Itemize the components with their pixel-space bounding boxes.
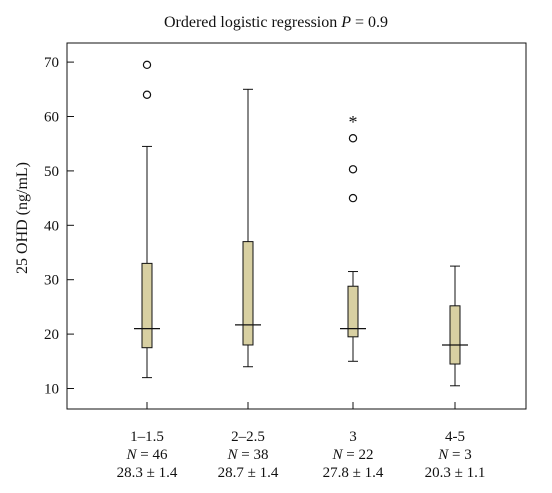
x-category-stat: 28.3 ± 1.4 — [117, 465, 178, 481]
y-tick-label: 70 — [44, 55, 59, 71]
x-category-label: 1–1.5 — [130, 429, 164, 445]
outlier-marker — [348, 165, 358, 174]
iqr-box — [449, 305, 461, 365]
x-category-label: 3 — [349, 429, 357, 445]
x-category-count: N = 38 — [227, 447, 269, 463]
x-category-count: N = 22 — [332, 447, 374, 463]
count-value: = 46 — [137, 447, 168, 463]
box-series: * — [134, 60, 468, 387]
y-tick-label: 10 — [44, 382, 59, 398]
x-category-label: 2–2.5 — [231, 429, 265, 445]
chart-title-p: P — [340, 14, 351, 31]
box-group: * — [340, 112, 366, 362]
x-category-label: 4-5 — [445, 429, 465, 445]
outlier-marker — [142, 60, 152, 70]
count-value: = 38 — [238, 447, 269, 463]
box-group — [235, 88, 261, 368]
iqr-box — [347, 285, 359, 338]
count-value: = 22 — [343, 447, 374, 463]
count-symbol: N — [332, 447, 344, 463]
count-symbol: N — [126, 447, 138, 463]
box-group — [442, 265, 468, 387]
outlier-marker — [348, 134, 358, 143]
extreme-outlier-marker: * — [349, 112, 358, 132]
outlier-marker — [142, 90, 152, 99]
x-category-stat: 20.3 ± 1.1 — [425, 465, 486, 481]
chart-title: Ordered logistic regression P = 0.9 — [164, 14, 388, 31]
iqr-box — [242, 241, 254, 346]
y-tick-label: 40 — [44, 218, 59, 234]
x-category-count: N = 46 — [126, 447, 168, 463]
y-axis-label: 25 OHD (ng/mL) — [14, 162, 31, 274]
outlier-marker — [348, 193, 358, 203]
count-symbol: N — [437, 447, 449, 463]
box-group — [134, 60, 160, 379]
x-category-stat: 28.7 ± 1.4 — [218, 465, 279, 481]
x-axis: 1–1.5 N = 46 28.3 ± 1.4 2–2.5 N = 38 28.7 ± 1… — [117, 402, 486, 481]
chart-title-rest: = 0.9 — [351, 14, 388, 31]
y-tick-label: 20 — [44, 327, 59, 343]
x-category-count: N = 3 — [437, 447, 471, 463]
y-tick-label: 50 — [44, 164, 59, 180]
count-value: = 3 — [448, 447, 471, 463]
y-axis: 10 20 30 40 50 60 70 — [44, 55, 74, 398]
y-tick-label: 60 — [44, 110, 59, 126]
plot-area-frame — [66, 42, 527, 410]
y-tick-label: 30 — [44, 273, 59, 289]
iqr-box — [141, 262, 153, 349]
x-category-stat: 27.8 ± 1.4 — [323, 465, 384, 481]
count-symbol: N — [227, 447, 239, 463]
chart-title-text: Ordered logistic regression — [164, 14, 341, 31]
